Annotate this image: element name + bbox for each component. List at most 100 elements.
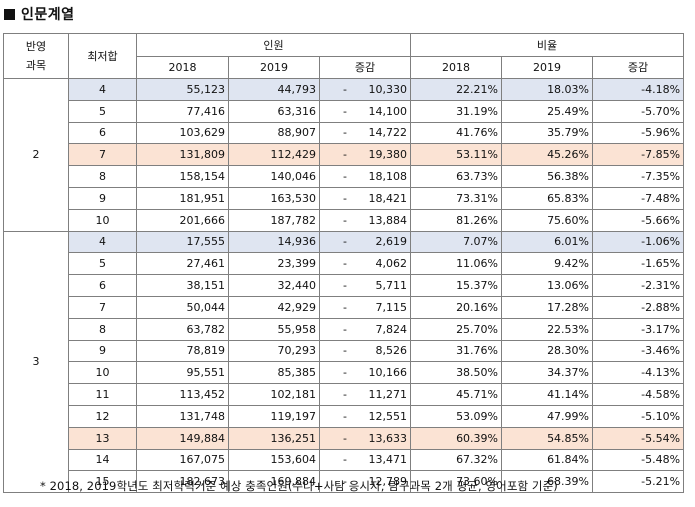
header-ratio-2019: 2019 [501, 56, 594, 79]
count-change-value: 13,884 [368, 213, 408, 227]
minus-sign: - [343, 191, 347, 205]
ratio-change-cell: -1.65% [592, 252, 685, 276]
min-sum-cell: 8 [68, 165, 137, 188]
minus-sign: - [343, 104, 347, 118]
count-change-cell: - 10,166 [318, 361, 412, 385]
ratio-2019-cell: 35.79% [501, 121, 594, 145]
count-2018-cell: 113,452 [136, 383, 229, 406]
count-2019-cell: 88,907 [228, 121, 320, 145]
count-2019-cell: 187,782 [228, 208, 320, 232]
count-change-cell: - 7,824 [318, 317, 412, 341]
header-count-2018: 2018 [136, 56, 229, 79]
ratio-change-cell: -5.48% [592, 448, 685, 472]
count-change-cell: - 10,330 [318, 78, 412, 101]
count-change-value: 2,619 [375, 235, 408, 249]
min-sum-cell: 7 [68, 295, 137, 319]
count-change-cell: - 5,711 [318, 274, 412, 297]
count-2019-cell: 112,429 [228, 143, 320, 167]
count-change-cell: - 13,471 [318, 448, 412, 472]
ratio-2019-cell: 6.01% [501, 230, 594, 254]
minus-sign: - [343, 475, 347, 489]
ratio-2018-cell: 31.76% [410, 339, 503, 363]
ratio-2018-cell: 41.76% [410, 121, 503, 145]
count-2019-cell: 55,958 [228, 317, 320, 341]
ratio-2018-cell: 25.70% [410, 317, 503, 341]
ratio-change-cell: -2.88% [592, 295, 685, 319]
ratio-2019-cell: 54.85% [501, 426, 594, 450]
count-change-value: 10,166 [368, 366, 408, 380]
ratio-2019-cell: 18.03% [501, 78, 594, 101]
count-2018-cell: 103,629 [136, 121, 229, 145]
min-sum-cell: 15 [68, 470, 137, 494]
count-change-value: 5,711 [375, 279, 408, 293]
count-2018-cell: 182,673 [136, 470, 229, 494]
table-row: 5 77,416 63,316 - 14,100 31.19% 25.49% -5.70% [4, 99, 685, 123]
count-2019-cell: 153,604 [228, 448, 320, 472]
min-sum-cell: 4 [68, 78, 137, 101]
header-min-sum: 최저합 [68, 33, 137, 79]
count-change-value: 14,100 [368, 104, 408, 118]
min-sum-cell: 8 [68, 317, 137, 341]
ratio-2019-cell: 41.14% [501, 383, 594, 406]
count-2019-cell: 102,181 [228, 383, 320, 406]
table-row: 6 103,629 88,907 - 14,722 41.76% 35.79% -5.96% [4, 121, 685, 145]
count-change-value: 18,421 [368, 191, 408, 205]
count-2019-cell: 140,046 [228, 165, 320, 188]
min-sum-cell: 9 [68, 339, 137, 363]
ratio-2019-cell: 68.39% [501, 470, 594, 494]
count-2019-cell: 85,385 [228, 361, 320, 385]
ratio-2019-cell: 28.30% [501, 339, 594, 363]
count-change-cell: - 19,380 [318, 143, 412, 167]
table-row: 2 4 55,123 44,793 - 10,330 22.21% 18.03% -4.18% [3, 78, 685, 232]
count-2019-cell: 119,197 [228, 404, 320, 428]
black-square-icon [4, 8, 15, 20]
count-change-value: 19,380 [368, 148, 408, 162]
table-row: 15 182,673 169,884-12,789 73.60% 68.39% -5.21… [4, 470, 685, 494]
minus-sign: - [343, 257, 347, 271]
ratio-2018-cell: 11.06% [410, 252, 503, 276]
count-2019-cell: 163,530 [228, 186, 320, 210]
ratio-2018-cell: 7.07% [410, 230, 503, 254]
minus-sign: - [343, 279, 347, 293]
ratio-2018-cell: 73.31% [410, 186, 503, 210]
minus-sign: - [343, 213, 347, 227]
count-change-value: 7,824 [375, 322, 408, 336]
ratio-2019-cell: 17.28% [501, 295, 594, 319]
count-2018-cell: 27,461 [136, 252, 229, 276]
count-2018-cell: 77,416 [136, 99, 229, 123]
count-2019-cell: 14,936 [228, 230, 320, 254]
ratio-change-cell: -4.58% [592, 383, 685, 406]
ratio-2018-cell: 45.71% [410, 383, 503, 406]
ratio-change-cell: -7.85% [592, 143, 685, 167]
count-change-value: 13,633 [368, 431, 408, 445]
table-row: 12 131,748 119,197 - 12,551 53.09% 47.99% -5.10… [4, 404, 685, 428]
ratio-2018-cell: 81.26% [410, 208, 503, 232]
ratio-2019-cell: 9.42% [501, 252, 594, 276]
minus-sign: - [343, 126, 347, 140]
minus-sign: - [343, 409, 347, 423]
ratio-2018-cell: 60.39% [410, 426, 503, 450]
count-2018-cell: 63,782 [136, 317, 229, 341]
count-change-cell: - 7,115 [318, 295, 412, 319]
footnote: * 2018, 2019학년도 최저학력기준 예상 충족인원(수나+사탐 응시자… [40, 479, 558, 493]
count-change-cell: - 14,100 [318, 99, 412, 123]
count-change-cell: - 14,722 [318, 121, 412, 145]
section-title-text: 인문계열 [21, 7, 75, 23]
table-row: 9 181,951 163,530 - 18,421 73.31% 65.83% -7.48% [4, 186, 685, 210]
ratio-change-cell: -5.70% [592, 99, 685, 123]
min-sum-cell: 5 [68, 252, 137, 276]
table-row: 10 201,666 187,782 - 13,884 81.26% 75.60% -5.66… [4, 208, 685, 232]
count-2018-cell: 167,075 [136, 448, 229, 472]
minus-sign: - [343, 170, 347, 184]
ratio-change-cell: -1.06% [592, 230, 685, 254]
table-row: 10 95,551 85,385 - 10,166 38.50% 34.37% -4.13% [4, 361, 685, 385]
count-change-value: 14,722 [368, 126, 408, 140]
ratio-2019-cell: 25.49% [501, 99, 594, 123]
table-row: 9 78,819 70,293 - 8,526 31.76% 28.30% -3.46% [4, 339, 685, 363]
header-ratio-change: 증감 [592, 56, 685, 79]
count-change-cell: - 11,271 [318, 383, 412, 406]
count-2019-cell: 136,251 [228, 426, 320, 450]
count-2018-cell: 78,819 [136, 339, 229, 363]
ratio-change-cell: -7.48% [592, 186, 685, 210]
count-2019-cell: 63,316 [228, 99, 320, 123]
